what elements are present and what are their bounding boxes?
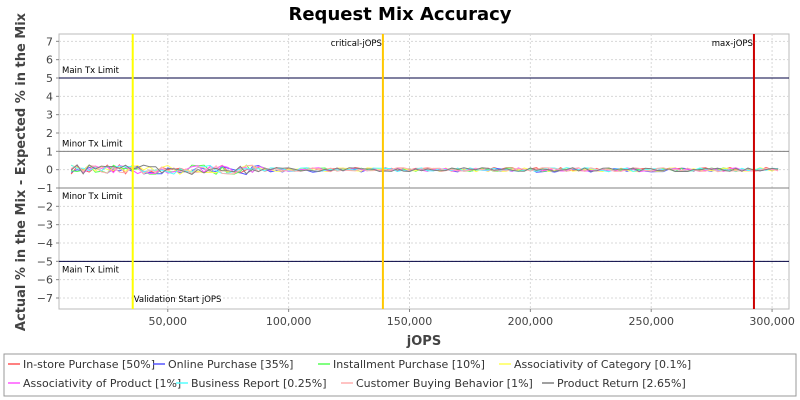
limit-line-label: Minor Tx Limit	[62, 192, 123, 202]
marker-lines-layer: Validation Start jOPS critical-jOPS max-jO…	[131, 34, 755, 309]
y-tick-label: −2	[37, 200, 53, 213]
legend-label: Customer Buying Behavior [1%]	[356, 377, 533, 390]
legend-label: Associativity of Product [1%]	[23, 377, 181, 390]
legend-label: Associativity of Category [0.1%]	[514, 358, 691, 371]
y-tick-label: 6	[46, 54, 53, 67]
limit-line-label: Minor Tx Limit	[62, 139, 123, 149]
x-tick-label: 200,000	[508, 315, 554, 328]
y-axis: −7 −6 −5 −4 −3 −2 −1 0 1 2 3 4 5 6 7	[37, 35, 59, 305]
x-tick-label: 250,000	[628, 315, 674, 328]
x-axis: 50,000 100,000 150,000 200,000 250,000 300,00…	[149, 309, 795, 328]
y-tick-label: 3	[46, 109, 53, 122]
series-line	[70, 164, 779, 175]
marker-line-label: critical-jOPS	[331, 39, 382, 49]
y-tick-label: −4	[37, 237, 53, 250]
legend-label: Online Purchase [35%]	[168, 358, 293, 371]
legend-box	[3, 353, 797, 397]
x-tick-label: 300,000	[749, 315, 795, 328]
x-tick-label: 50,000	[149, 315, 188, 328]
y-tick-label: 5	[46, 72, 53, 85]
limit-line-label: Main Tx Limit	[62, 265, 120, 275]
marker-line-label: Validation Start jOPS	[134, 295, 222, 305]
y-tick-label: −1	[37, 182, 53, 195]
y-tick-label: 1	[46, 145, 53, 158]
y-tick-label: 0	[46, 164, 53, 177]
limit-lines-layer: Main Tx Limit Minor Tx Limit Minor Tx Limi…	[59, 66, 789, 275]
limit-line-label: Main Tx Limit	[62, 66, 120, 76]
y-axis-label: Actual % in the Mix - Expected % in the …	[14, 12, 29, 331]
chart-title: Request Mix Accuracy	[288, 4, 511, 25]
legend: In-store Purchase [50%] Online Purchase […	[8, 358, 691, 390]
x-tick-label: 150,000	[387, 315, 433, 328]
legend-label: In-store Purchase [50%]	[23, 358, 155, 371]
y-tick-label: −5	[37, 255, 53, 268]
y-tick-label: −7	[37, 292, 53, 305]
x-tick-label: 100,000	[266, 315, 312, 328]
y-tick-label: 7	[46, 35, 53, 48]
y-tick-label: 2	[46, 127, 53, 140]
y-tick-label: −6	[37, 274, 53, 287]
legend-label: Business Report [0.25%]	[191, 377, 327, 390]
x-axis-label: jOPS	[406, 334, 441, 349]
marker-line-label: max-jOPS	[712, 39, 753, 49]
legend-label: Installment Purchase [10%]	[333, 358, 485, 371]
series-layer	[70, 163, 779, 176]
legend-label: Product Return [2.65%]	[557, 377, 686, 390]
series-line	[70, 164, 779, 175]
y-tick-label: −3	[37, 219, 53, 232]
y-tick-label: 4	[46, 90, 53, 103]
